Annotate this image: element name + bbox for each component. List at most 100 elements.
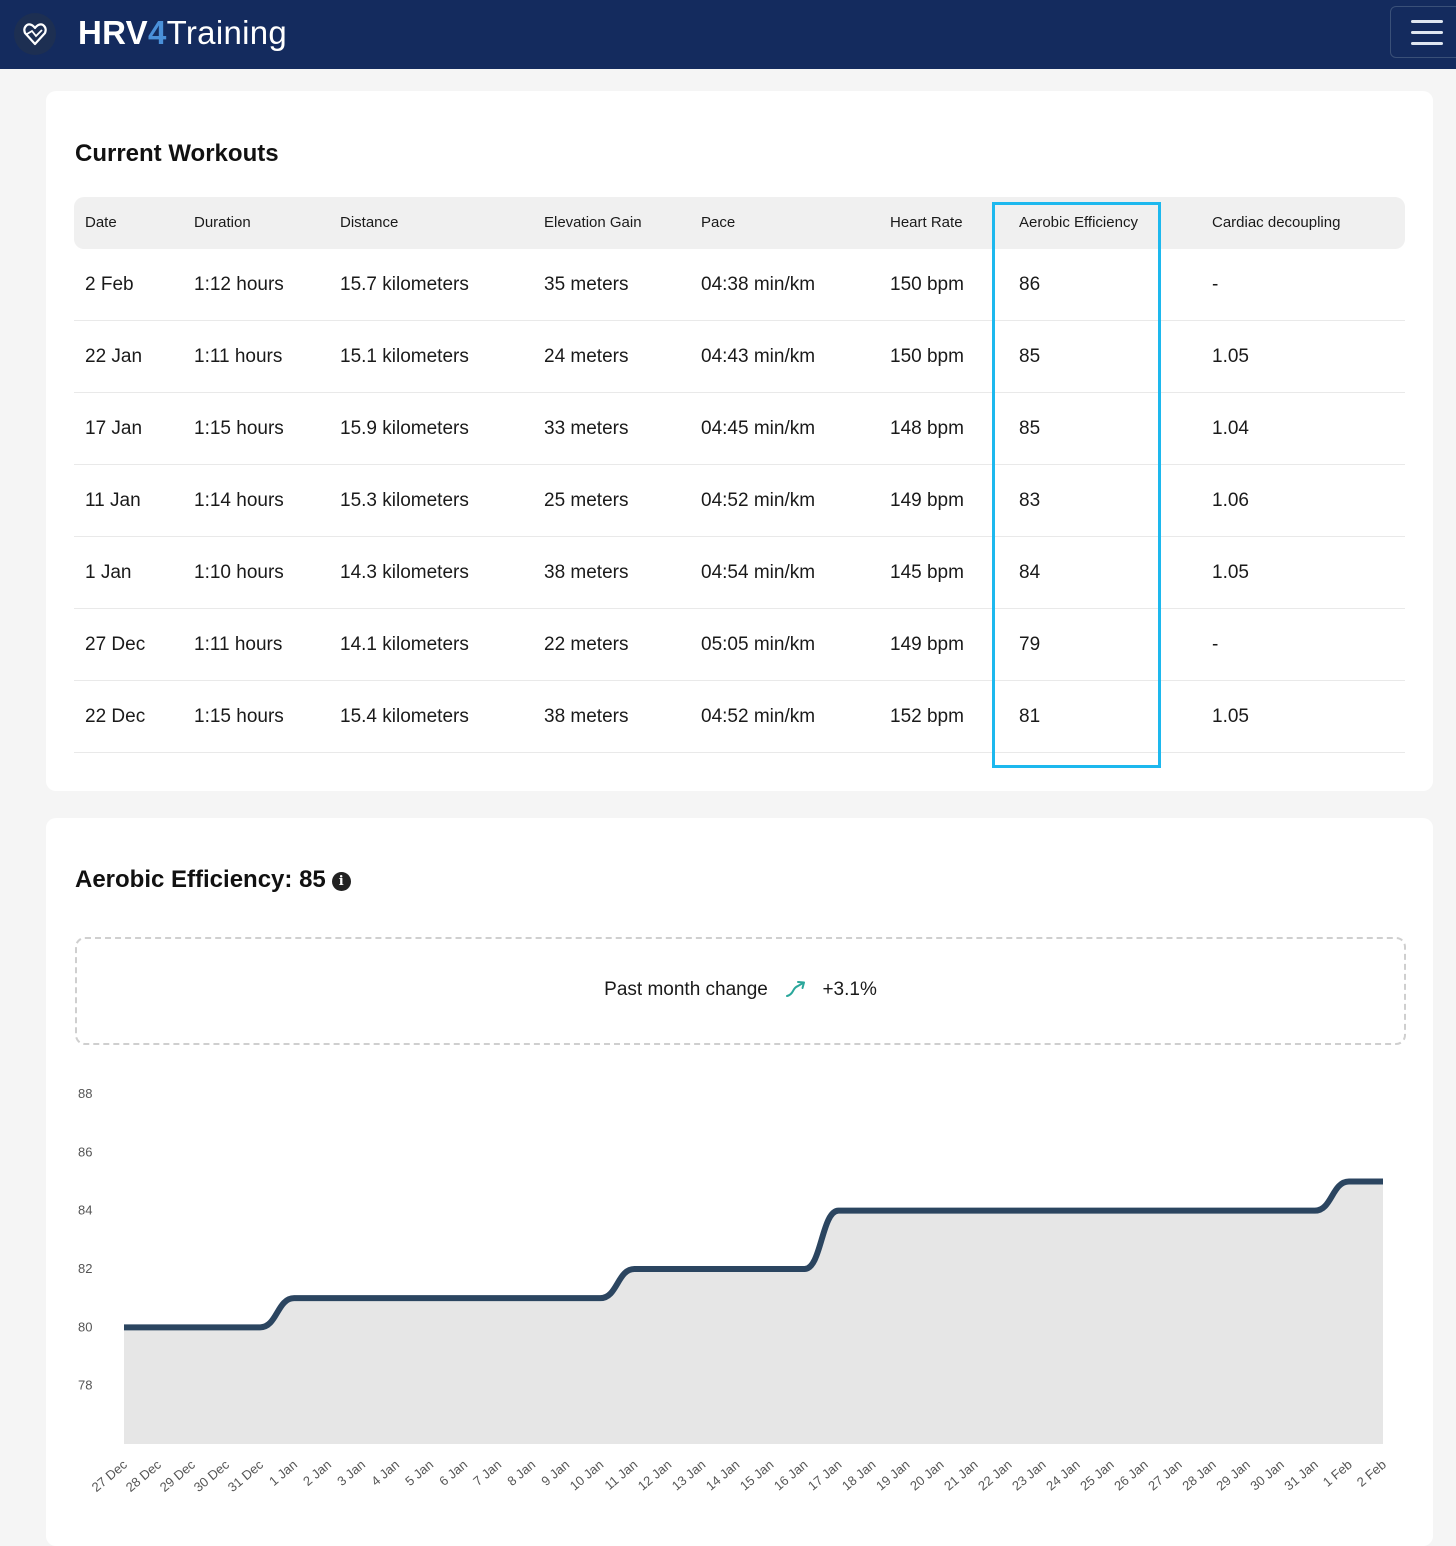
cell-duration: 1:12 hours bbox=[194, 274, 284, 295]
chart-point[interactable] bbox=[325, 1295, 331, 1301]
x-tick-label: 30 Dec bbox=[191, 1456, 233, 1494]
chart-point[interactable] bbox=[665, 1266, 671, 1272]
chart-point[interactable] bbox=[1176, 1208, 1182, 1214]
x-tick-label: 15 Jan bbox=[737, 1457, 777, 1494]
chart-point[interactable] bbox=[1210, 1208, 1216, 1214]
chart-point[interactable] bbox=[972, 1208, 978, 1214]
x-tick-label: 20 Jan bbox=[907, 1457, 947, 1494]
column-header-aerobic-efficiency[interactable]: Aerobic Efficiency bbox=[1019, 214, 1138, 231]
chart-point[interactable] bbox=[189, 1324, 195, 1330]
column-header-cardiac-decoupling[interactable]: Cardiac decoupling bbox=[1212, 214, 1341, 231]
chart-point[interactable] bbox=[904, 1208, 910, 1214]
cell-aerobic-efficiency: 84 bbox=[1019, 562, 1041, 583]
cell-date: 1 Jan bbox=[85, 562, 132, 583]
chart-point[interactable] bbox=[870, 1208, 876, 1214]
table-row[interactable]: 2 Feb 1:12 hours 15.7 kilometers 35 mete… bbox=[74, 249, 1405, 321]
chart-point[interactable] bbox=[597, 1295, 603, 1301]
chart-point[interactable] bbox=[223, 1324, 229, 1330]
table-row[interactable]: 27 Dec 1:11 hours 14.1 kilometers 22 met… bbox=[74, 609, 1405, 681]
x-tick-label: 22 Jan bbox=[975, 1457, 1015, 1494]
trend-up-icon bbox=[785, 980, 807, 1004]
chart-point[interactable] bbox=[393, 1295, 399, 1301]
cell-heart-rate: 150 bpm bbox=[890, 346, 964, 367]
cell-date: 17 Jan bbox=[85, 418, 143, 439]
column-header-date[interactable]: Date bbox=[85, 214, 117, 231]
chart-point[interactable] bbox=[1380, 1179, 1386, 1185]
chart-point[interactable] bbox=[495, 1295, 501, 1301]
chart-point[interactable] bbox=[938, 1208, 944, 1214]
cell-distance: 15.1 kilometers bbox=[340, 346, 469, 367]
x-tick-label: 12 Jan bbox=[635, 1457, 675, 1494]
chart-point[interactable] bbox=[1006, 1208, 1012, 1214]
x-tick-label: 24 Jan bbox=[1043, 1457, 1083, 1494]
column-header-heart-rate[interactable]: Heart Rate bbox=[890, 214, 963, 231]
chart-point[interactable] bbox=[631, 1266, 637, 1272]
y-tick-label: 86 bbox=[78, 1144, 92, 1159]
chart-point[interactable] bbox=[461, 1295, 467, 1301]
chart-point[interactable] bbox=[1346, 1179, 1352, 1185]
chart-point[interactable] bbox=[1278, 1208, 1284, 1214]
cell-cardiac-decoupling: 1.05 bbox=[1212, 706, 1249, 727]
chart-point[interactable] bbox=[1040, 1208, 1046, 1214]
cell-distance: 15.3 kilometers bbox=[340, 490, 469, 511]
cell-aerobic-efficiency: 79 bbox=[1019, 634, 1041, 655]
chart-point[interactable] bbox=[257, 1324, 263, 1330]
column-header-duration[interactable]: Duration bbox=[194, 214, 251, 231]
brand-part-2: 4 bbox=[147, 14, 167, 51]
table-row[interactable]: 17 Jan 1:15 hours 15.9 kilometers 33 met… bbox=[74, 393, 1405, 465]
chart-point[interactable] bbox=[1074, 1208, 1080, 1214]
chart-point[interactable] bbox=[733, 1266, 739, 1272]
table-row[interactable]: 1 Jan 1:10 hours 14.3 kilometers 38 mete… bbox=[74, 537, 1405, 609]
cell-elevation-gain: 35 meters bbox=[544, 274, 629, 295]
chart-point[interactable] bbox=[699, 1266, 705, 1272]
cell-elevation-gain: 25 meters bbox=[544, 490, 629, 511]
chart-point[interactable] bbox=[1312, 1208, 1318, 1214]
y-tick-label: 88 bbox=[78, 1086, 92, 1101]
table-row[interactable]: 22 Jan 1:11 hours 15.1 kilometers 24 met… bbox=[74, 321, 1405, 393]
cell-distance: 15.9 kilometers bbox=[340, 418, 469, 439]
workouts-title: Current Workouts bbox=[75, 140, 279, 167]
top-navbar: HRV4Training bbox=[0, 0, 1456, 69]
info-icon[interactable]: i bbox=[331, 872, 351, 891]
y-tick-label: 78 bbox=[78, 1378, 92, 1393]
x-tick-label: 1 Jan bbox=[266, 1457, 300, 1489]
chart-point[interactable] bbox=[836, 1208, 842, 1214]
brand-name[interactable]: HRV4Training bbox=[78, 14, 287, 52]
chart-point[interactable] bbox=[1244, 1208, 1250, 1214]
x-tick-label: 28 Jan bbox=[1179, 1457, 1219, 1494]
brand-part-3: Training bbox=[166, 14, 288, 51]
column-header-pace[interactable]: Pace bbox=[701, 214, 736, 231]
chart-point[interactable] bbox=[802, 1266, 808, 1272]
cell-heart-rate: 145 bpm bbox=[890, 562, 964, 583]
x-tick-label: 6 Jan bbox=[436, 1457, 470, 1489]
x-tick-label: 29 Dec bbox=[157, 1456, 199, 1494]
chart-point[interactable] bbox=[1108, 1208, 1114, 1214]
logo-icon[interactable] bbox=[14, 13, 56, 55]
chart-point[interactable] bbox=[768, 1266, 774, 1272]
cell-heart-rate: 150 bpm bbox=[890, 274, 964, 295]
x-tick-label: 14 Jan bbox=[703, 1457, 743, 1494]
chart-point[interactable] bbox=[121, 1324, 127, 1330]
cell-cardiac-decoupling: 1.05 bbox=[1212, 562, 1249, 583]
brand-part-1: HRV bbox=[78, 14, 148, 51]
cell-elevation-gain: 38 meters bbox=[544, 706, 629, 727]
hamburger-menu-button[interactable] bbox=[1390, 6, 1456, 58]
chart-point[interactable] bbox=[155, 1324, 161, 1330]
cell-heart-rate: 152 bpm bbox=[890, 706, 964, 727]
chart-point[interactable] bbox=[291, 1295, 297, 1301]
chart-point[interactable] bbox=[563, 1295, 569, 1301]
past-month-change-box: Past month change +3.1% bbox=[75, 937, 1406, 1045]
column-header-elevation-gain[interactable]: Elevation Gain bbox=[544, 214, 642, 231]
chart-point[interactable] bbox=[1142, 1208, 1148, 1214]
workouts-card: Current Workouts Date Duration Distance … bbox=[46, 91, 1433, 791]
chart-point[interactable] bbox=[427, 1295, 433, 1301]
column-header-distance[interactable]: Distance bbox=[340, 214, 399, 231]
x-tick-label: 7 Jan bbox=[470, 1457, 504, 1489]
past-month-change-label: Past month change bbox=[604, 979, 768, 1000]
hamburger-icon-bar bbox=[1411, 31, 1443, 34]
chart-point[interactable] bbox=[529, 1295, 535, 1301]
chart-point[interactable] bbox=[359, 1295, 365, 1301]
table-row[interactable]: 22 Dec 1:15 hours 15.4 kilometers 38 met… bbox=[74, 681, 1405, 753]
table-row[interactable]: 11 Jan 1:14 hours 15.3 kilometers 25 met… bbox=[74, 465, 1405, 537]
